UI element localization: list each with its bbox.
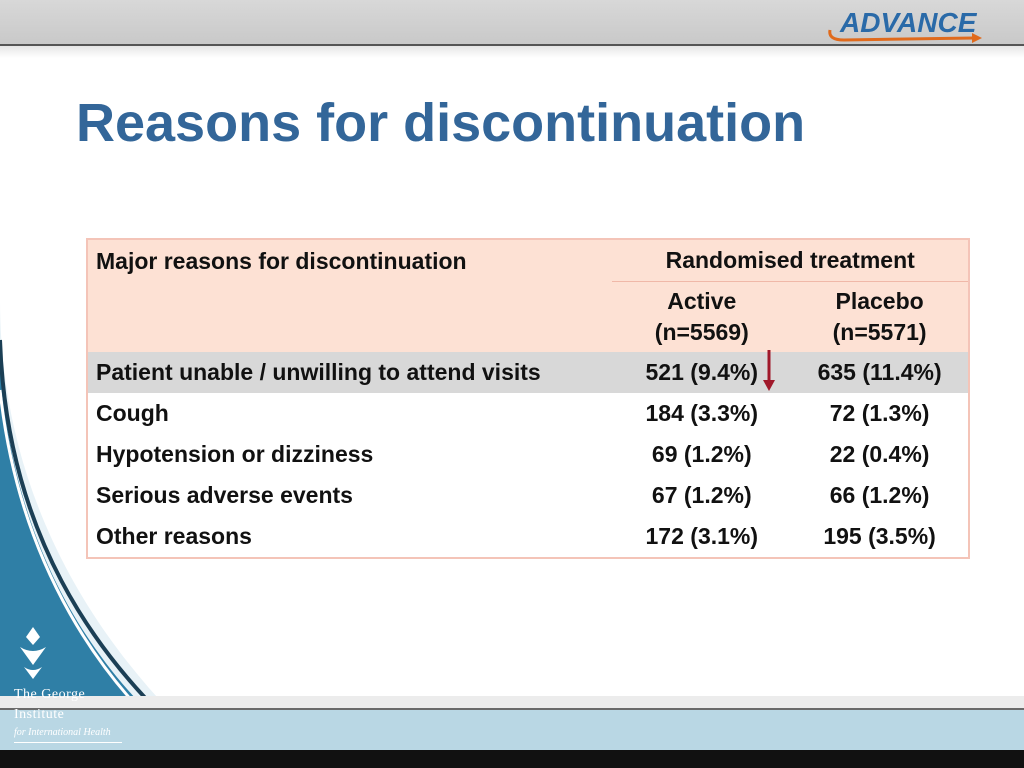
row-reason: Hypotension or dizziness [88,434,613,475]
header-active-n: (n=5569) [654,319,749,345]
down-arrow-icon [763,350,775,391]
table-row: Cough 184 (3.3%) 72 (1.3%) [88,393,968,434]
row-active: 172 (3.1%) [612,516,792,557]
org-name-line1: The George [14,687,86,702]
table-row: Serious adverse events 67 (1.2%) 66 (1.2… [88,475,968,516]
row-placebo: 66 (1.2%) [791,475,968,516]
row-reason: Serious adverse events [88,475,613,516]
header-placebo: Placebo (n=5571) [791,281,968,352]
advance-logo: ADVANCE [828,7,982,43]
row-reason: Other reasons [88,516,613,557]
header-major-reasons: Major reasons for discontinuation [88,240,613,352]
header-active: Active (n=5569) [612,281,792,352]
top-bar-shadow [0,46,1024,58]
top-bar [0,0,1024,46]
header-active-label: Active [667,288,737,314]
table-subheader-row: Active (n=5569) Placebo (n=5571) [88,281,968,352]
header-placebo-label: Placebo [835,288,924,314]
header-randomised-treatment: Randomised treatment [612,240,968,282]
row-reason: Cough [88,393,613,434]
table-row: Patient unable / unwilling to attend vis… [88,352,968,393]
discontinuation-table: Major reasons for discontinuation Random… [86,238,970,559]
org-name-line2: Institute [14,707,65,722]
header-placebo-n: (n=5571) [832,319,927,345]
row-reason: Patient unable / unwilling to attend vis… [88,352,613,393]
row-active: 184 (3.3%) [612,393,792,434]
row-active: 67 (1.2%) [612,475,792,516]
bottom-band [0,696,1024,768]
row-active: 521 (9.4%) [612,352,792,393]
table-row: Other reasons 172 (3.1%) 195 (3.5%) [88,516,968,557]
org-name-line3: for International Health [14,727,111,738]
slide-title: Reasons for discontinuation [76,93,806,153]
row-placebo: 72 (1.3%) [791,393,968,434]
george-institute-emblem [20,627,46,679]
row-active: 69 (1.2%) [612,434,792,475]
org-logo: The George Institute for International H… [14,625,134,743]
table-row: Hypotension or dizziness 69 (1.2%) 22 (0… [88,434,968,475]
row-placebo: 635 (11.4%) [791,352,968,393]
advance-logo-text: ADVANCE [839,7,978,38]
row-placebo: 22 (0.4%) [791,434,968,475]
table-header-row: Major reasons for discontinuation Random… [88,240,968,352]
row-placebo: 195 (3.5%) [791,516,968,557]
org-rule [14,742,122,743]
